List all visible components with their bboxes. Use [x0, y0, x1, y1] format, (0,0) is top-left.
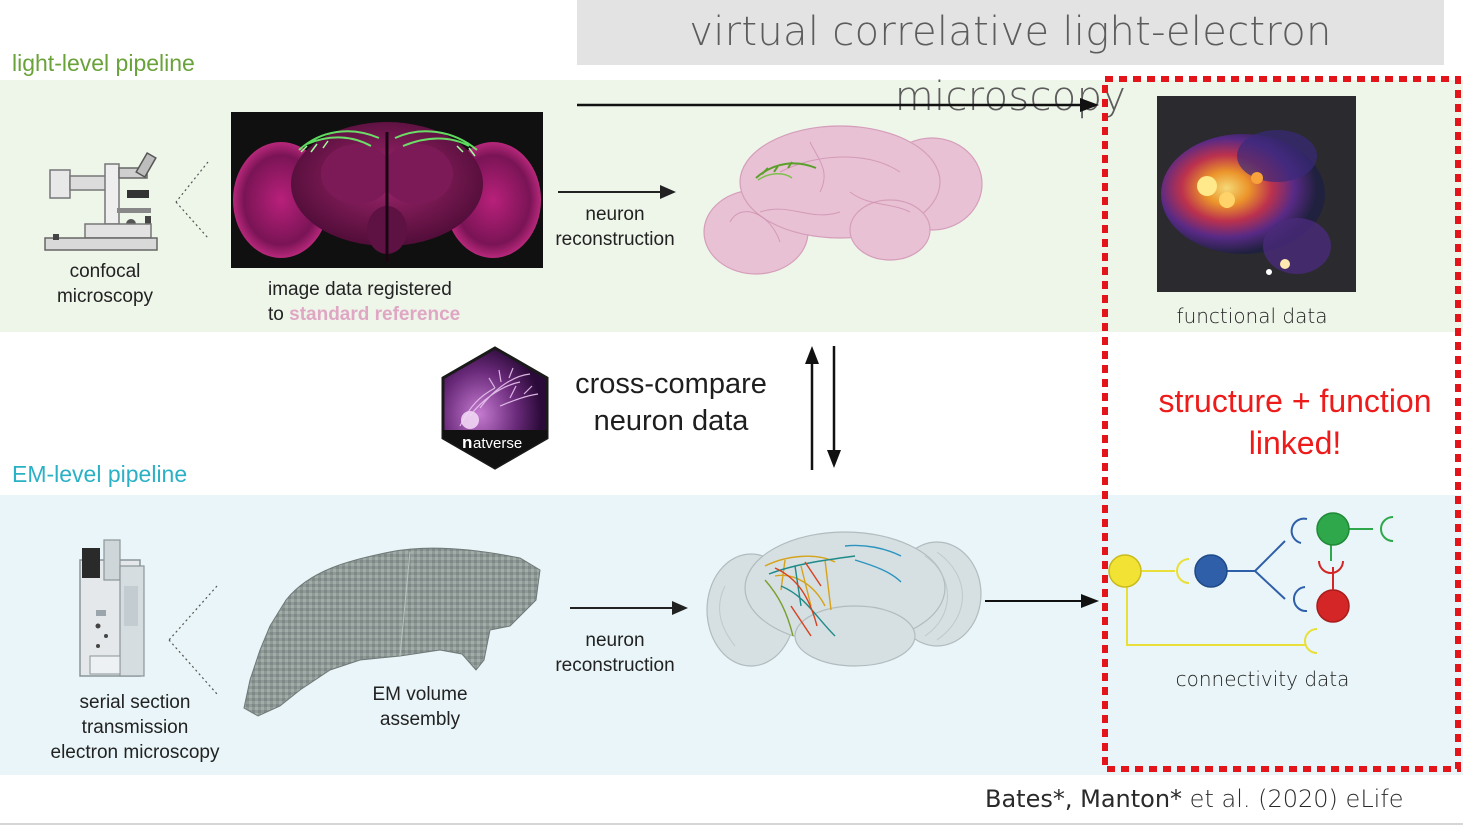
connectivity-caption: connectivity data [1175, 667, 1350, 691]
cross-compare-text: cross-compare neuron data [548, 366, 794, 440]
em-microscope-icon [79, 539, 145, 677]
light-pipeline-label: light-level pipeline [12, 50, 195, 76]
em-volume-caption: EM volume assembly [345, 682, 495, 732]
em-reconstruction-brain-image [706, 531, 982, 667]
structure-function-linked-text: structure + function linked! [1140, 380, 1450, 464]
em-pipeline-label: EM-level pipeline [12, 461, 188, 487]
citation: Bates*, Manton* et al. (2020) eLife [985, 785, 1404, 813]
image-caption-line2: to standard reference [268, 302, 528, 327]
image-caption-line1: image data registered [268, 279, 452, 300]
light-reconstruction-line1: neuron [585, 204, 645, 225]
arrow-light-to-functional [577, 98, 1099, 112]
bidirectional-arrows [805, 346, 841, 470]
arrow-em-reconstruct [570, 601, 688, 615]
node-red [1316, 589, 1350, 623]
linked-line1: structure + function [1158, 383, 1432, 419]
citation-authors: Bates*, Manton* [985, 785, 1183, 813]
cross-compare-line2: neuron data [593, 405, 749, 437]
confocal-caption-line2: microscopy [56, 286, 154, 307]
confocal-caption-line1: confocal [69, 261, 141, 282]
arrow-em-to-connectivity [985, 594, 1099, 608]
node-blue [1194, 554, 1228, 588]
functional-heatmap-image [1157, 96, 1356, 292]
linked-line2: linked! [1248, 425, 1342, 461]
standard-reference-highlight: standard reference [289, 304, 461, 325]
functional-caption: functional data [1176, 304, 1328, 328]
em-volume-line1: EM volume [372, 684, 468, 705]
node-yellow [1108, 554, 1142, 588]
page-title: virtual correlative light-electron micro… [577, 0, 1444, 120]
light-reconstruction-caption: neuron reconstruction [540, 202, 690, 252]
node-green [1316, 512, 1350, 546]
natverse-logo: n atverse [441, 346, 549, 470]
em-reconstruction-line1: neuron [585, 630, 645, 651]
em-caption-line3: electron microscopy [50, 742, 220, 763]
confocal-microscope-icon [44, 151, 158, 251]
linked-highlight-box [1102, 76, 1461, 772]
connectivity-diagram [1108, 512, 1394, 654]
image-registered-caption: image data registered to standard refere… [268, 277, 528, 327]
em-microscope-caption: serial section transmission electron mic… [30, 690, 240, 765]
em-caption-line1: serial section [79, 692, 191, 713]
em-reconstruction-line2: reconstruction [555, 655, 675, 676]
citation-rest: et al. (2020) eLife [1182, 785, 1404, 813]
em-fan-lines [168, 585, 218, 695]
template-brain-image [703, 125, 983, 275]
em-volume-line2: assembly [379, 709, 461, 730]
natverse-logo-n: n [462, 433, 472, 452]
em-volume-image [243, 547, 541, 717]
confocal-caption: confocal microscopy [40, 259, 170, 309]
em-reconstruction-caption: neuron reconstruction [540, 628, 690, 678]
light-reconstruction-line2: reconstruction [555, 229, 675, 250]
bottom-rule [0, 823, 1463, 825]
natverse-logo-text: atverse [473, 435, 522, 452]
cross-compare-line1: cross-compare [575, 368, 767, 400]
confocal-fan-lines [175, 161, 209, 239]
image-caption-prefix: to [268, 304, 290, 325]
em-caption-line2: transmission [81, 717, 189, 738]
arrow-light-reconstruct [558, 185, 676, 199]
confocal-brain-image [231, 112, 543, 268]
